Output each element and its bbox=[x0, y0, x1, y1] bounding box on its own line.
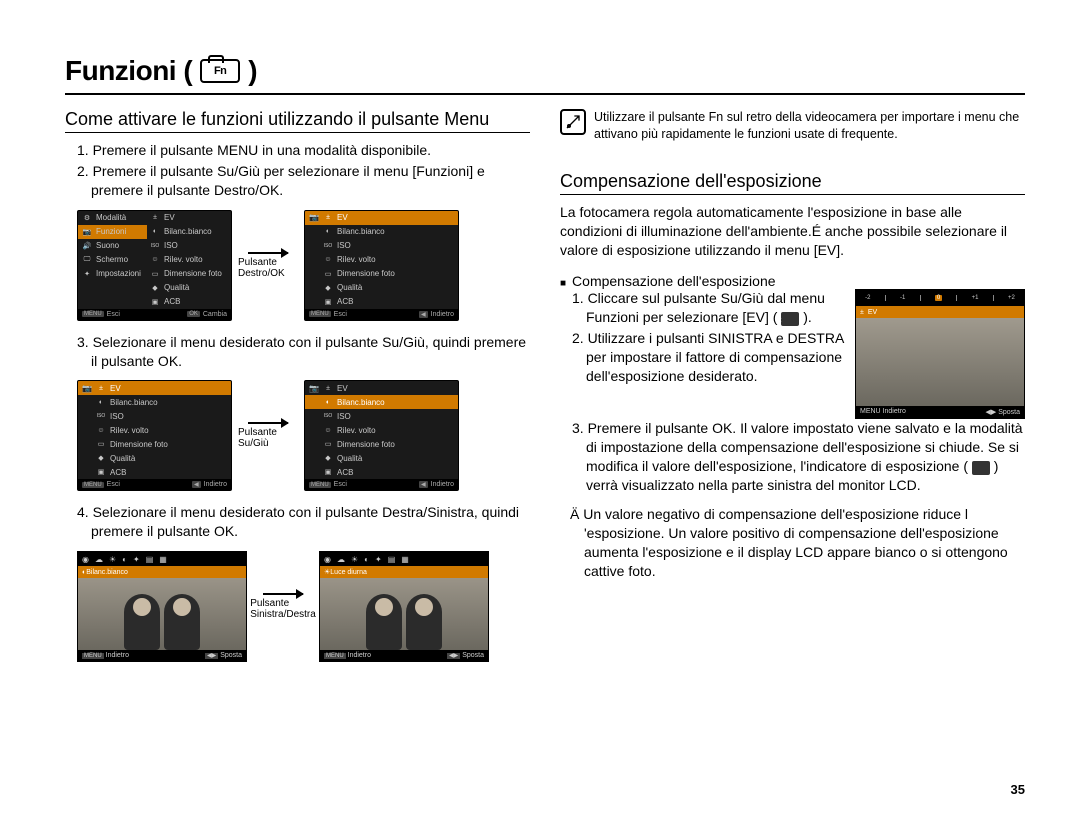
menu-screenshot-1b: 📷±EV ◐Bilanc.bianco ISOISO ☺Rilev. volto… bbox=[304, 210, 459, 321]
ev-inline-icon: ± bbox=[781, 312, 799, 326]
arrow-2: Pulsante Su/Giù bbox=[238, 422, 298, 449]
page-title: Funzioni ( Fn ) bbox=[65, 55, 1025, 87]
left-sub-rule bbox=[65, 132, 530, 133]
note-text: Utilizzare il pulsante Fn sul retro dell… bbox=[594, 109, 1025, 143]
menu-screenshot-1a: ⚙Modalità±EV 📷Funzioni◐Bilanc.bianco 🔊Su… bbox=[77, 210, 232, 321]
r-step-2: 2. Utilizzare i pulsanti SINISTRA e DEST… bbox=[572, 329, 845, 386]
left-column: Come attivare le funzioni utilizzando il… bbox=[65, 109, 530, 674]
camera-fn-icon: Fn bbox=[200, 59, 240, 83]
asterisk-note: Ä Un valore negativo di compensazione de… bbox=[560, 505, 1025, 581]
menu-screenshot-2b: 📷±EV ◐Bilanc.bianco ISOISO ☺Rilev. volto… bbox=[304, 380, 459, 491]
title-text-b: ) bbox=[248, 55, 257, 87]
bullet-heading: ■ Compensazione dell'esposizione bbox=[560, 273, 1025, 289]
title-rule bbox=[65, 93, 1025, 95]
step-3: 3. Selezionare il menu desiderato con il… bbox=[77, 333, 530, 371]
right-column: Utilizzare il pulsante Fn sul retro dell… bbox=[560, 109, 1025, 674]
screenshot-row-3: ◉☁☀◐✦▤▦ ◐Bilanc.bianco MENU Indietro◀▶ S… bbox=[77, 551, 530, 662]
note-box: Utilizzare il pulsante Fn sul retro dell… bbox=[560, 109, 1025, 143]
r-step-1: 1. Cliccare sul pulsante Su/Giù dal menu… bbox=[572, 289, 845, 327]
left-subhead: Come attivare le funzioni utilizzando il… bbox=[65, 109, 530, 130]
screenshot-row-2: 📷±EV ◐Bilanc.bianco ISOISO ☺Rilev. volto… bbox=[77, 380, 530, 491]
note-icon bbox=[560, 109, 586, 135]
menu-screenshot-2a: 📷±EV ◐Bilanc.bianco ISOISO ☺Rilev. volto… bbox=[77, 380, 232, 491]
arrow-label-3: Pulsante Sinistra/Destra bbox=[250, 598, 316, 620]
title-text-a: Funzioni ( bbox=[65, 55, 192, 87]
photo-screenshot-3a: ◉☁☀◐✦▤▦ ◐Bilanc.bianco MENU Indietro◀▶ S… bbox=[77, 551, 247, 662]
page-number: 35 bbox=[1011, 782, 1025, 797]
arrow-label-2: Pulsante Su/Giù bbox=[238, 427, 298, 449]
ev-screenshot: -2-10+1+2 ±EV MENU Indietro◀▶ Sposta bbox=[855, 289, 1025, 419]
step-1: 1. Premere il pulsante MENU in una modal… bbox=[77, 141, 530, 160]
step-2: 2. Premere il pulsante Su/Giù per selezi… bbox=[77, 162, 530, 200]
ev-inline-icon-2: ± bbox=[972, 461, 990, 475]
right-sub-rule bbox=[560, 194, 1025, 195]
arrow-1: Pulsante Destro/OK bbox=[238, 252, 298, 279]
photo-screenshot-3b: ◉☁☀◐✦▤▦ ☀Luce diurna MENU Indietro◀▶ Spo… bbox=[319, 551, 489, 662]
intro-paragraph: La fotocamera regola automaticamente l'e… bbox=[560, 203, 1025, 260]
step-4: 4. Selezionare il menu desiderato con il… bbox=[77, 503, 530, 541]
screenshot-row-1: ⚙Modalità±EV 📷Funzioni◐Bilanc.bianco 🔊Su… bbox=[77, 210, 530, 321]
square-bullet-icon: ■ bbox=[560, 278, 566, 289]
right-subhead: Compensazione dell'esposizione bbox=[560, 171, 1025, 192]
arrow-label-1: Pulsante Destro/OK bbox=[238, 257, 298, 279]
arrow-3: Pulsante Sinistra/Destra bbox=[253, 593, 313, 620]
r-step-3: 3. Premere il pulsante OK. Il valore imp… bbox=[572, 419, 1025, 495]
